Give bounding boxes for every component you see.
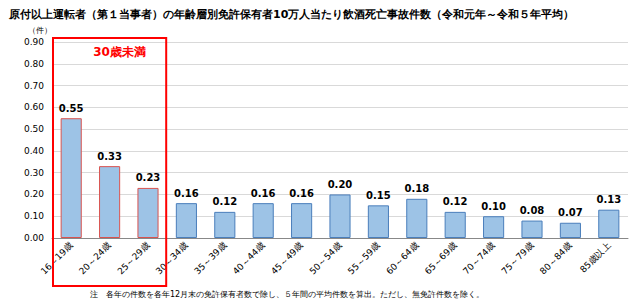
svg-text:55～59歳: 55～59歳 xyxy=(346,240,382,276)
svg-text:0.13: 0.13 xyxy=(596,194,621,205)
svg-text:0.20: 0.20 xyxy=(24,189,44,199)
svg-text:0.15: 0.15 xyxy=(366,190,391,201)
svg-text:（件）: （件） xyxy=(28,26,52,35)
svg-text:75～79歳: 75～79歳 xyxy=(500,240,536,276)
svg-text:0.40: 0.40 xyxy=(24,146,44,156)
svg-text:65～69歳: 65～69歳 xyxy=(423,240,459,276)
svg-text:0.10: 0.10 xyxy=(24,211,44,221)
svg-text:20～24歳: 20～24歳 xyxy=(77,240,113,276)
svg-text:原付以上運転者（第１当事者）の年齢層別免許保有者10万人当た: 原付以上運転者（第１当事者）の年齢層別免許保有者10万人当たり飲酒死亡事故件数（… xyxy=(8,8,574,21)
svg-text:0.90: 0.90 xyxy=(24,37,44,47)
svg-text:0.50: 0.50 xyxy=(24,124,44,134)
svg-text:30歳未満: 30歳未満 xyxy=(93,45,146,59)
svg-text:50～54歳: 50～54歳 xyxy=(308,240,344,276)
svg-text:70～74歳: 70～74歳 xyxy=(461,240,497,276)
svg-text:0.23: 0.23 xyxy=(136,172,161,183)
svg-text:0.18: 0.18 xyxy=(404,183,429,194)
svg-text:0.12: 0.12 xyxy=(443,196,468,207)
svg-text:0.80: 0.80 xyxy=(24,59,44,69)
svg-text:16～19歳: 16～19歳 xyxy=(39,240,75,276)
svg-text:25～29歳: 25～29歳 xyxy=(116,240,152,276)
svg-text:85歳以上: 85歳以上 xyxy=(578,240,612,274)
svg-text:0.08: 0.08 xyxy=(520,205,545,216)
svg-text:45～49歳: 45～49歳 xyxy=(269,240,305,276)
svg-text:80～84歳: 80～84歳 xyxy=(538,240,574,276)
svg-text:0.12: 0.12 xyxy=(212,196,237,207)
svg-text:0.16: 0.16 xyxy=(289,188,314,199)
svg-text:0.33: 0.33 xyxy=(97,151,122,162)
svg-text:0.20: 0.20 xyxy=(328,179,353,190)
svg-text:0.60: 0.60 xyxy=(24,102,44,112)
svg-text:0.16: 0.16 xyxy=(174,188,199,199)
svg-text:0.10: 0.10 xyxy=(481,201,506,212)
svg-text:0.07: 0.07 xyxy=(558,207,583,218)
svg-text:注 各年の件数を各年12月末の免許保有者数で除し、５年間の平: 注 各年の件数を各年12月末の免許保有者数で除し、５年間の平均件数を算出。ただし… xyxy=(90,290,484,299)
svg-text:35～39歳: 35～39歳 xyxy=(192,240,228,276)
svg-text:30～34歳: 30～34歳 xyxy=(154,240,190,276)
svg-text:0.16: 0.16 xyxy=(251,188,276,199)
svg-text:0.70: 0.70 xyxy=(24,81,44,91)
svg-text:0.30: 0.30 xyxy=(24,168,44,178)
svg-text:0.55: 0.55 xyxy=(59,103,84,114)
svg-text:60～64歳: 60～64歳 xyxy=(384,240,420,276)
svg-text:0.00: 0.00 xyxy=(24,233,44,243)
svg-text:40～44歳: 40～44歳 xyxy=(231,240,267,276)
